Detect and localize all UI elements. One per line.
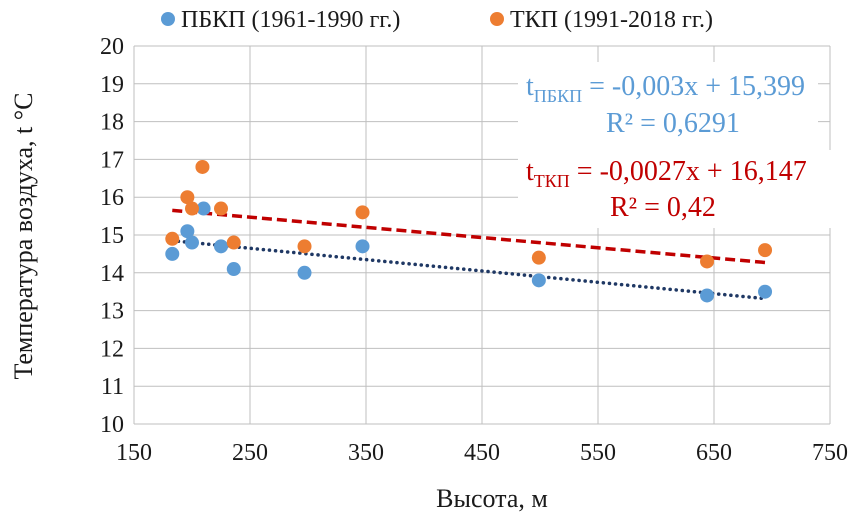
- legend-label-tkp: ТКП (1991-2018 гг.): [510, 7, 713, 33]
- point-pbkp: [531, 273, 546, 288]
- point-tkp: [700, 254, 715, 269]
- y-tick-label: 14: [100, 261, 124, 287]
- trendline-pbkp: [170, 238, 767, 301]
- point-pbkp: [165, 246, 180, 261]
- point-pbkp: [180, 224, 195, 239]
- y-tick-label: 15: [100, 223, 124, 249]
- point-tkp: [297, 239, 312, 254]
- legend-marker-tkp: [490, 12, 504, 26]
- x-tick-label: 350: [348, 440, 384, 466]
- data-points: [165, 159, 773, 303]
- x-tick-label: 450: [464, 440, 500, 466]
- x-tick-label: 250: [232, 440, 268, 466]
- y-tick-label: 12: [100, 336, 124, 362]
- point-pbkp: [355, 239, 370, 254]
- x-tick-label: 150: [116, 440, 152, 466]
- equation-tkp-var: t: [526, 156, 534, 187]
- y-tick-label: 10: [100, 412, 124, 438]
- x-axis-title: Высота, м: [436, 484, 548, 513]
- r2-pbkp: R² = 0,6291: [606, 108, 740, 139]
- equation-pbkp-subscript: ПБКП: [534, 86, 582, 106]
- x-tick-label: 750: [812, 440, 848, 466]
- equation-pbkp-expression: = -0,003x + 15,399: [582, 71, 805, 102]
- equation-tkp-expression: = -0,0027x + 16,147: [570, 156, 807, 187]
- point-pbkp: [196, 201, 211, 216]
- y-tick-label: 17: [100, 147, 124, 173]
- point-tkp: [531, 250, 546, 265]
- point-pbkp: [226, 262, 241, 277]
- equation-tkp: tТКП = -0,0027x + 16,147: [526, 156, 807, 191]
- point-pbkp: [185, 235, 199, 250]
- point-tkp: [214, 201, 228, 216]
- equation-box-tkp: tТКП = -0,0027x + 16,147 R² = 0,42: [518, 150, 833, 228]
- point-tkp: [185, 201, 199, 216]
- equation-tkp-subscript: ТКП: [534, 171, 570, 191]
- legend-label-pbkp: ПБКП (1961-1990 гг.): [181, 7, 400, 33]
- r2-tkp: R² = 0,42: [610, 192, 716, 223]
- equation-box-pbkp: tПБКП = -0,003x + 15,399 R² = 0,6291: [518, 62, 818, 156]
- point-tkp: [758, 243, 773, 258]
- point-tkp: [195, 159, 210, 174]
- gridlines: [133, 45, 831, 425]
- equation-pbkp-var: t: [526, 71, 534, 102]
- y-tick-label: 16: [100, 185, 124, 211]
- y-tick-label: 11: [101, 374, 124, 400]
- point-pbkp: [297, 265, 312, 280]
- y-axis-title: Температура воздуха, t °С: [9, 92, 38, 379]
- x-tick-label: 550: [580, 440, 616, 466]
- legend: ПБКП (1961-1990 гг.) ТКП (1991-2018 гг.): [161, 7, 713, 33]
- point-tkp: [226, 235, 241, 250]
- tick-labels: 10 11 12 13 14 15 16 17 18 19 20 150 250 350 450 550 650…: [100, 34, 848, 466]
- point-pbkp: [700, 288, 715, 303]
- y-tick-label: 19: [100, 72, 124, 98]
- point-tkp: [165, 231, 180, 246]
- point-tkp: [355, 205, 370, 220]
- point-pbkp: [758, 284, 773, 299]
- equation-pbkp: tПБКП = -0,003x + 15,399: [526, 71, 805, 106]
- y-tick-label: 18: [100, 110, 124, 136]
- point-tkp: [180, 190, 195, 205]
- trendline-tkp: [172, 208, 766, 265]
- trendlines: [170, 208, 767, 301]
- x-tick-label: 650: [696, 440, 732, 466]
- legend-marker-pbkp: [161, 12, 175, 26]
- point-pbkp: [214, 239, 228, 254]
- y-tick-label: 20: [100, 34, 124, 60]
- y-tick-label: 13: [100, 299, 124, 325]
